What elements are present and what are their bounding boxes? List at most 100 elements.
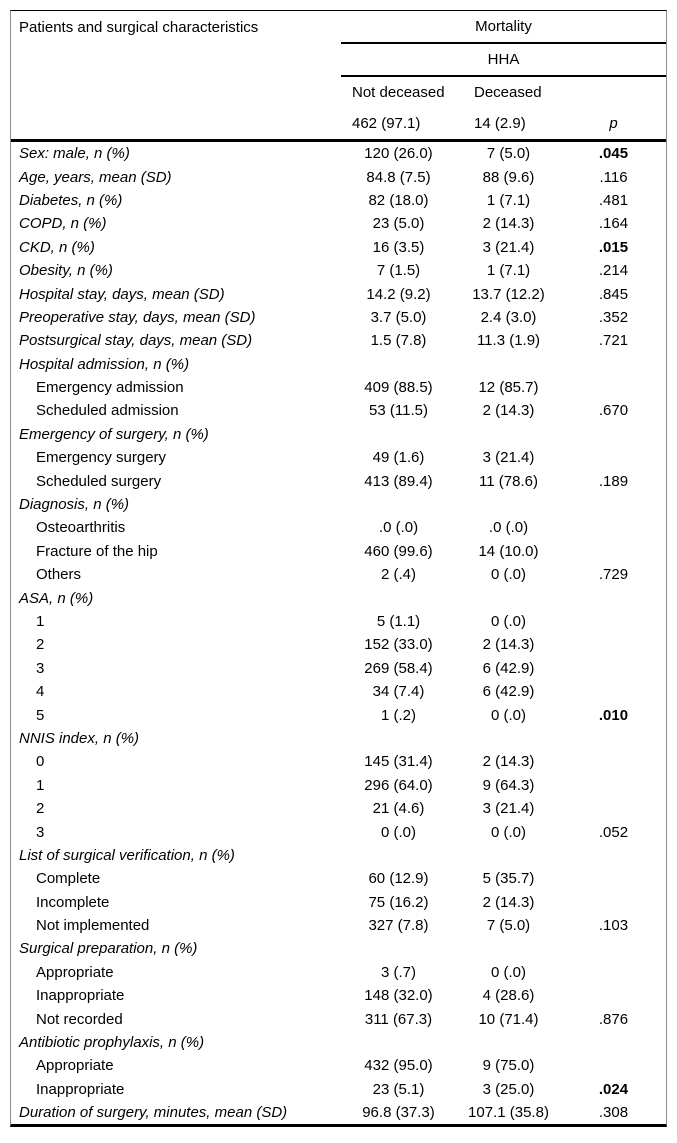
deceased-value: 0 (.0) [490,963,526,981]
deceased-value: 2.4 (3.0) [480,308,537,326]
table-row: Scheduled surgery 413 (89.4) 11 (78.6) .189 [11,469,666,492]
p-value: .116 [599,168,628,186]
p-value: .670 [598,402,629,420]
deceased-value: 10 (71.4) [478,1010,539,1028]
p-value: .015 [598,238,629,256]
row-label: Diagnosis, n (%) [19,496,130,514]
p-value [561,353,666,376]
table-body: Sex: male, n (%) 120 (26.0) 7 (5.0) .045 Age… [11,142,666,1124]
not-deceased-value: 96.8 (37.3) [362,1104,435,1122]
deceased-value: .0 (.0) [488,519,529,537]
row-label: Emergency of surgery, n (%) [19,425,209,443]
row-label: Preoperative stay, days, mean (SD) [19,308,256,326]
deceased-value: 0 (.0) [490,823,526,841]
p-value: .214 [598,262,629,280]
deceased-value: 0 (.0) [490,566,526,584]
row-label: Osteoarthritis [36,519,126,537]
p-value: .481 [598,191,629,209]
not-deceased-value: 311 (67.3) [364,1010,433,1028]
deceased-value: 4 (28.6) [482,987,535,1005]
mortality-spanner-header: Mortality [341,11,666,44]
table-row: 3 269 (58.4) 6 (42.9) [11,657,666,680]
table-row: Emergency of surgery, n (%) [11,423,666,446]
p-value: .721 [598,332,629,350]
table-row: Hospital admission, n (%) [11,353,666,376]
not-deceased-value: 120 (26.0) [364,145,433,163]
p-value: .010 [598,706,629,724]
row-label: Emergency admission [36,379,184,397]
row-label: Hospital admission, n (%) [19,355,190,373]
row-label: 3 [36,659,45,677]
table-row: Osteoarthritis .0 (.0) .0 (.0) [11,516,666,539]
deceased-value: 1 (7.1) [486,262,531,280]
not-deceased-value: 269 (58.4) [364,659,433,677]
not-deceased-value: 145 (31.4) [364,753,433,771]
not-deceased-value: 23 (5.1) [372,1080,425,1098]
row-label: Antibiotic prophylaxis, n (%) [19,1034,205,1052]
not-deceased-value: 296 (64.0) [364,776,433,794]
patients-mortality-table: Patients and surgical characteristics Mo… [10,10,667,1128]
p-value [561,657,666,680]
row-label: Appropriate [36,963,114,981]
row-label: Not implemented [36,917,150,935]
table-row: Preoperative stay, days, mean (SD) 3.7 (5… [11,306,666,329]
deceased-value [456,727,561,750]
table-row: Complete 60 (12.9) 5 (35.7) [11,867,666,890]
row-label: Inappropriate [36,1080,125,1098]
row-label: 1 [36,776,45,794]
not-deceased-value: 152 (33.0) [364,636,433,654]
p-value [561,797,666,820]
not-deceased-value [341,727,456,750]
header-row-groups: Not deceased Deceased [11,77,666,108]
p-value: .876 [598,1010,629,1028]
deceased-value: 9 (75.0) [482,1057,535,1075]
table-row: 1 5 (1.1) 0 (.0) [11,610,666,633]
row-label: Fracture of the hip [36,542,158,560]
table-row: 4 34 (7.4) 6 (42.9) [11,680,666,703]
not-deceased-value: 49 (1.6) [372,449,425,467]
deceased-value: 14 (10.0) [478,542,539,560]
not-deceased-value: 413 (89.4) [364,472,433,490]
table-row: Fracture of the hip 460 (99.6) 14 (10.0) [11,540,666,563]
row-label: Others [36,566,82,584]
row-label: Complete [36,870,101,888]
deceased-value [456,844,561,867]
not-deceased-value: 75 (16.2) [368,893,429,911]
not-deceased-total: 462 (97.1) [352,115,421,132]
not-deceased-value [341,844,456,867]
deceased-value: 9 (64.3) [482,776,535,794]
table-row: Scheduled admission 53 (11.5) 2 (14.3) .670 [11,399,666,422]
row-label: 5 [36,706,45,724]
table-row: Antibiotic prophylaxis, n (%) [11,1031,666,1054]
row-label: Postsurgical stay, days, mean (SD) [19,332,253,350]
deceased-value [456,423,561,446]
table-row: Obesity, n (%) 7 (1.5) 1 (7.1) .214 [11,259,666,282]
row-label: 4 [36,683,45,701]
p-value: .103 [598,917,629,935]
row-label: Scheduled surgery [36,472,162,490]
deceased-value: 11.3 (1.9) [476,332,541,350]
not-deceased-value: 148 (32.0) [364,987,433,1005]
table-row: Inappropriate 148 (32.0) 4 (28.6) [11,984,666,1007]
table-row: 3 0 (.0) 0 (.0) .052 [11,820,666,843]
row-label: Duration of surgery, minutes, mean (SD) [19,1104,288,1122]
deceased-value: 3 (21.4) [482,800,535,818]
p-value [561,680,666,703]
table-row: COPD, n (%) 23 (5.0) 2 (14.3) .164 [11,212,666,235]
not-deceased-value: 432 (95.0) [364,1057,433,1075]
p-value: .308 [598,1104,629,1122]
p-value [561,1031,666,1054]
deceased-value: 0 (.0) [490,613,526,630]
header-row-hha: HHA [11,44,666,77]
table-row: Inappropriate 23 (5.1) 3 (25.0) .024 [11,1078,666,1101]
p-value: .352 [598,308,629,326]
not-deceased-value [341,423,456,446]
not-deceased-value: 1 (.2) [380,706,416,724]
not-deceased-value: 53 (11.5) [369,402,428,420]
not-deceased-value: 409 (88.5) [364,379,433,397]
deceased-value: 6 (42.9) [482,683,535,701]
p-value [561,844,666,867]
not-deceased-value [341,353,456,376]
table-row: Incomplete 75 (16.2) 2 (14.3) [11,891,666,914]
not-deceased-value: 3 (.7) [380,963,416,981]
